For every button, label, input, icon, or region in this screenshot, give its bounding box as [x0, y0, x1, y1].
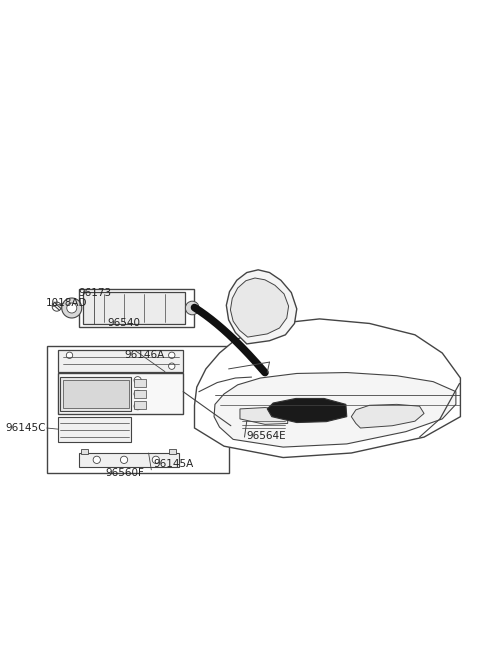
Bar [79, 453, 179, 466]
Circle shape [168, 363, 175, 369]
Circle shape [134, 377, 141, 384]
Polygon shape [194, 319, 460, 457]
Circle shape [67, 303, 77, 313]
Circle shape [134, 390, 141, 398]
Circle shape [134, 403, 141, 410]
Circle shape [152, 456, 159, 464]
Circle shape [93, 456, 100, 464]
Text: 96564E: 96564E [247, 431, 287, 441]
Polygon shape [214, 373, 456, 447]
Text: 96540: 96540 [108, 318, 141, 328]
Text: 96173: 96173 [78, 289, 111, 298]
Text: 96560F: 96560F [106, 468, 145, 478]
Circle shape [185, 301, 199, 315]
Bar [60, 377, 131, 411]
Polygon shape [267, 398, 347, 422]
Bar [134, 390, 146, 398]
Circle shape [120, 456, 128, 464]
Bar [58, 373, 183, 415]
Bar [63, 380, 129, 407]
Bar [134, 379, 146, 387]
Text: 96145A: 96145A [154, 459, 194, 469]
Bar [58, 350, 183, 372]
Text: 96145C: 96145C [5, 423, 46, 433]
Circle shape [66, 352, 72, 358]
Polygon shape [240, 407, 288, 424]
Circle shape [168, 352, 175, 358]
Bar [79, 289, 194, 327]
Bar [81, 449, 88, 454]
Circle shape [62, 298, 82, 318]
Bar [169, 449, 176, 454]
Bar [58, 417, 131, 441]
Bar [83, 292, 185, 324]
Text: 1018AD: 1018AD [46, 298, 87, 308]
Ellipse shape [226, 416, 250, 431]
Bar [47, 346, 228, 474]
Circle shape [52, 302, 61, 311]
Polygon shape [351, 404, 424, 428]
Bar [134, 401, 146, 409]
Polygon shape [230, 278, 288, 337]
Text: 96146A: 96146A [124, 350, 165, 360]
Polygon shape [227, 270, 297, 344]
